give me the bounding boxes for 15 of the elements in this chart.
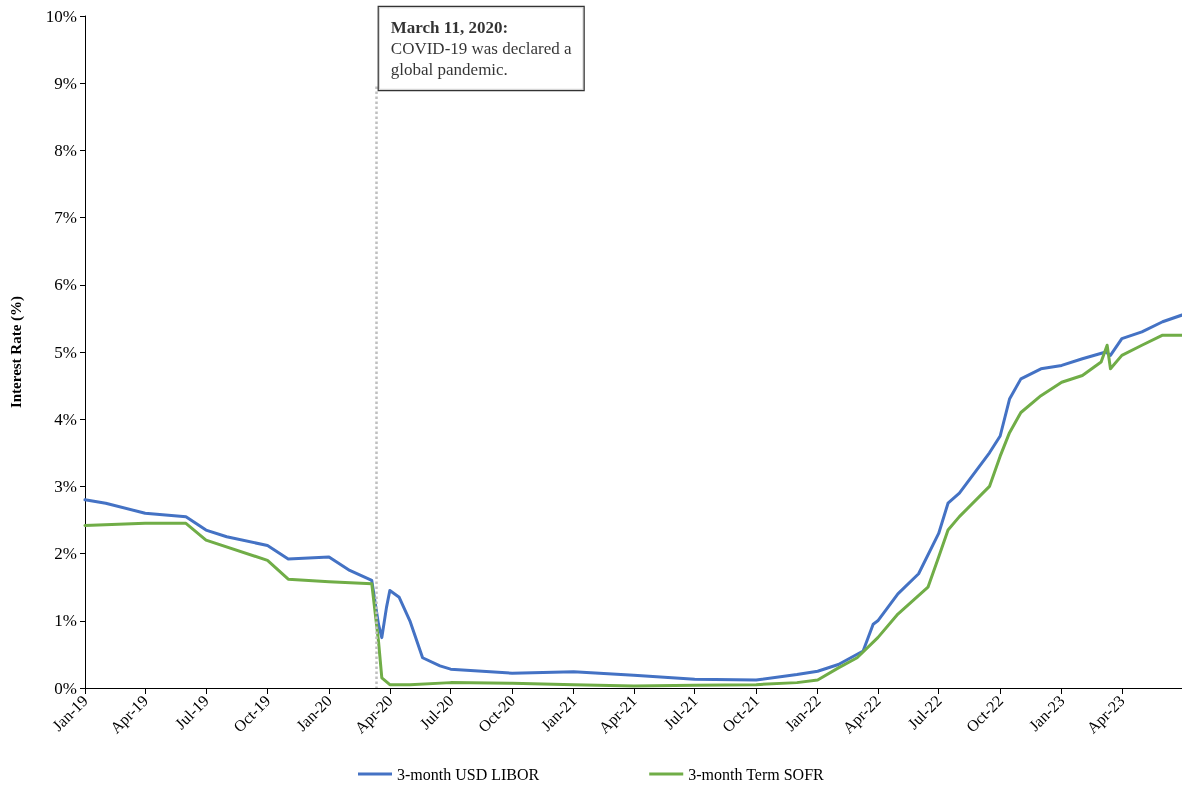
y-tick-label: 6%: [54, 275, 77, 295]
ref-line-label: March 11, 2020: COVID-19 was declared a global pandemic.: [390, 18, 573, 79]
legend-label: 3-month Term SOFR: [688, 765, 825, 783]
y-tick-label: 1%: [54, 611, 77, 631]
y-tick-label: 5%: [54, 342, 77, 362]
y-tick-label: 3%: [54, 476, 77, 496]
y-tick-label: 2%: [54, 544, 77, 564]
y-tick-label: 10%: [45, 6, 77, 26]
y-tick-label: 4%: [54, 409, 77, 429]
y-axis-title: Interest Rate (%): [7, 295, 25, 409]
legend-label: 3-month USD LIBOR: [397, 765, 540, 783]
y-tick-label: 9%: [54, 73, 77, 93]
y-tick-label: 7%: [54, 208, 77, 228]
y-tick-label: 8%: [54, 140, 77, 160]
y-tick-label: 0%: [54, 678, 77, 698]
